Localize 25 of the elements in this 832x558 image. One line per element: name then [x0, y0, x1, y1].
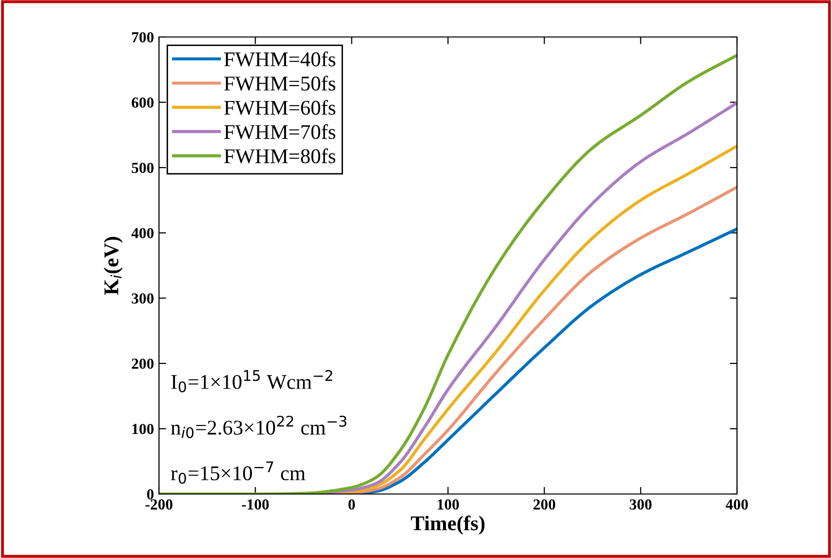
x-tick-label: -200	[146, 499, 172, 510]
x-tick-label: 300	[630, 499, 652, 510]
y-axis-title: K$_{i}$(eV)	[104, 236, 123, 295]
x-tick-label: 200	[534, 499, 556, 510]
legend-label: FWHM=70fs	[224, 124, 336, 140]
y-tick-label: 500	[132, 162, 154, 174]
legend-label: FWHM=50fs	[224, 76, 336, 91]
legend-label: FWHM=40fs	[224, 52, 336, 66]
x-axis-title: Time(fs)	[410, 515, 485, 535]
annotation: I$_{0}$=1×10$^{15}$ Wcm$^{−2}$	[171, 370, 332, 392]
x-tick-label: 100	[438, 499, 459, 510]
legend-label: FWHM=80fs	[224, 148, 336, 164]
y-tick-label: 300	[132, 293, 154, 304]
y-tick-label: 0	[147, 489, 154, 500]
annotation: n$_{i0}$=2.63×10$^{22}$ cm$^{−3}$	[171, 416, 346, 438]
legend-label: FWHM=60fs	[224, 100, 336, 115]
x-tick-label: -100	[242, 499, 269, 510]
y-tick-label: 700	[132, 32, 154, 42]
x-tick-label: 0	[348, 499, 355, 510]
y-tick-label: 200	[132, 358, 154, 369]
y-tick-label: 600	[132, 97, 154, 108]
x-tick-label: 400	[726, 499, 748, 510]
y-tick-label: 100	[132, 424, 154, 434]
annotation: r$_{0}$=15×10$^{−7}$ cm	[170, 462, 306, 484]
y-tick-label: 400	[131, 228, 154, 238]
